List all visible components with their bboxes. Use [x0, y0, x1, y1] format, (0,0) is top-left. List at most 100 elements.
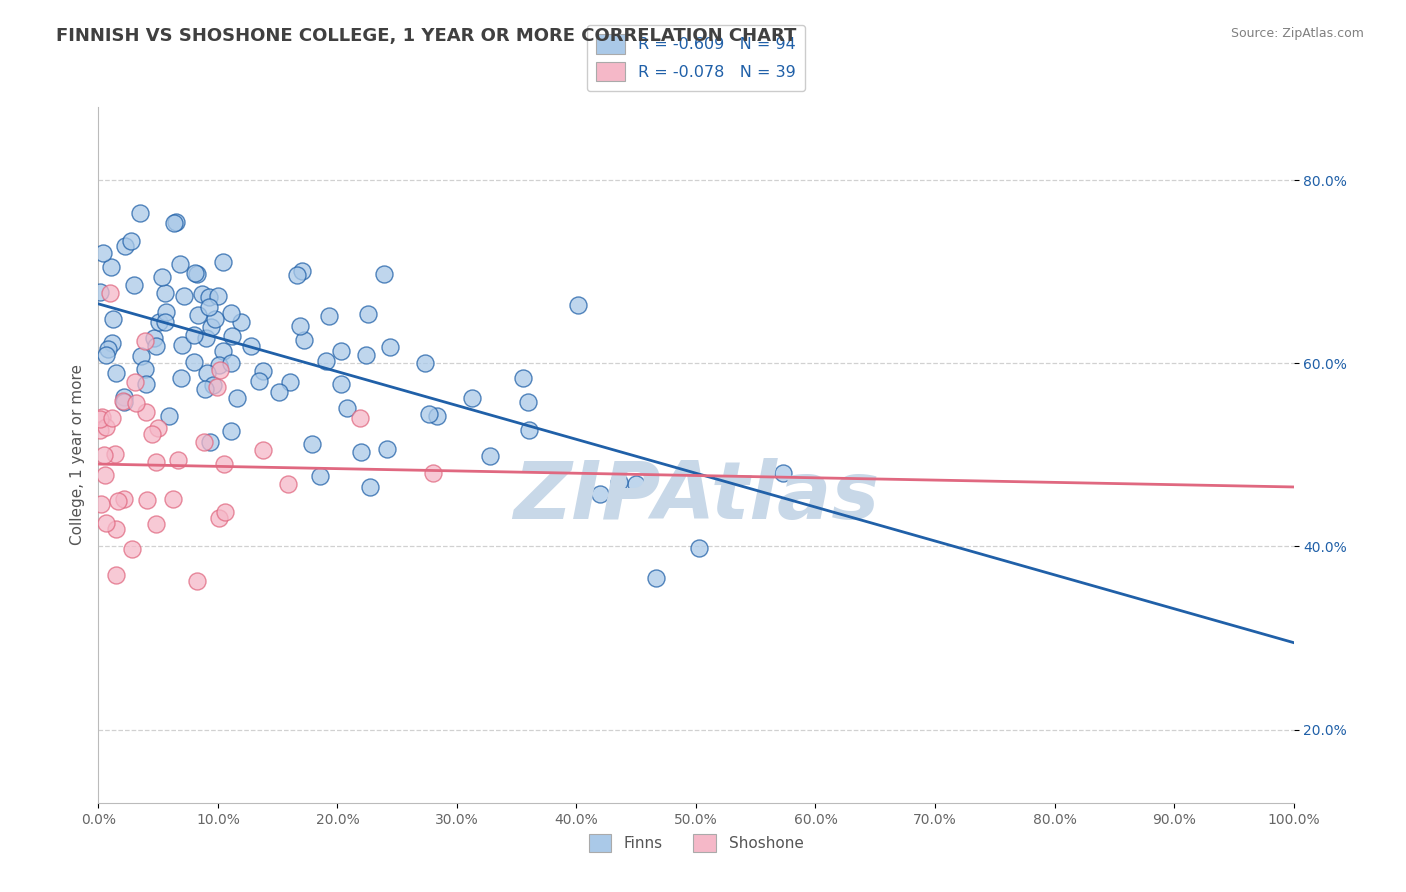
Point	[145, 339, 167, 353]
Point	[89, 412, 111, 426]
Text: ZIPAtlas: ZIPAtlas	[513, 458, 879, 536]
Y-axis label: College, 1 year or more: College, 1 year or more	[69, 365, 84, 545]
Point	[688, 541, 710, 556]
Point	[100, 260, 122, 274]
Point	[170, 337, 193, 351]
Point	[89, 423, 111, 437]
Point	[107, 494, 129, 508]
Point	[183, 266, 205, 280]
Point	[285, 268, 308, 282]
Point	[426, 409, 449, 423]
Point	[100, 410, 122, 425]
Point	[152, 269, 174, 284]
Point	[359, 479, 381, 493]
Point	[204, 312, 226, 326]
Point	[567, 298, 589, 312]
Point	[193, 435, 215, 450]
Point	[104, 447, 127, 461]
Point	[90, 409, 112, 424]
Point	[105, 522, 128, 536]
Point	[205, 379, 228, 393]
Point	[624, 477, 647, 491]
Point	[252, 364, 274, 378]
Point	[112, 393, 135, 408]
Point	[148, 315, 170, 329]
Point	[186, 268, 208, 282]
Point	[135, 377, 157, 392]
Point	[461, 392, 484, 406]
Point	[162, 492, 184, 507]
Point	[186, 574, 208, 588]
Point	[202, 378, 225, 392]
Point	[200, 319, 222, 334]
Point	[349, 410, 371, 425]
Point	[141, 426, 163, 441]
Point	[90, 497, 112, 511]
Point	[512, 370, 534, 384]
Point	[517, 395, 540, 409]
Point	[97, 342, 120, 356]
Point	[93, 448, 115, 462]
Point	[221, 329, 243, 343]
Point	[91, 246, 114, 260]
Point	[607, 475, 630, 489]
Point	[413, 356, 436, 370]
Point	[145, 516, 167, 531]
Point	[125, 396, 148, 410]
Point	[280, 375, 302, 389]
Point	[143, 330, 166, 344]
Point	[214, 505, 236, 519]
Point	[94, 348, 117, 362]
Point	[288, 319, 311, 334]
Point	[195, 366, 218, 380]
Point	[194, 383, 217, 397]
Point	[336, 401, 359, 416]
Point	[292, 333, 315, 347]
Point	[135, 405, 157, 419]
Point	[208, 359, 231, 373]
Text: Source: ZipAtlas.com: Source: ZipAtlas.com	[1230, 27, 1364, 40]
Point	[120, 234, 142, 248]
Point	[101, 335, 124, 350]
Point	[124, 376, 146, 390]
Point	[247, 374, 270, 388]
Point	[163, 216, 186, 230]
Point	[207, 289, 229, 303]
Legend: Finns, Shoshone: Finns, Shoshone	[582, 828, 810, 858]
Point	[136, 493, 159, 508]
Point	[252, 443, 274, 458]
Point	[277, 477, 299, 491]
Point	[208, 511, 231, 525]
Point	[183, 328, 205, 343]
Point	[121, 542, 143, 557]
Point	[167, 453, 190, 467]
Point	[380, 340, 402, 354]
Point	[291, 263, 314, 277]
Point	[478, 449, 501, 463]
Point	[226, 391, 249, 405]
Point	[112, 492, 135, 507]
Point	[517, 424, 540, 438]
Point	[212, 458, 235, 472]
Point	[134, 334, 156, 349]
Point	[198, 300, 221, 314]
Point	[772, 466, 794, 480]
Point	[155, 305, 177, 319]
Point	[153, 315, 176, 329]
Point	[318, 309, 340, 323]
Point	[418, 407, 440, 421]
Point	[94, 468, 117, 483]
Point	[112, 390, 135, 404]
Point	[101, 312, 124, 326]
Point	[330, 377, 353, 392]
Point	[377, 442, 399, 457]
Point	[329, 343, 352, 358]
Point	[114, 239, 136, 253]
Point	[301, 437, 323, 451]
Point	[191, 287, 214, 301]
Point	[219, 424, 242, 438]
Point	[219, 305, 242, 319]
Point	[219, 356, 242, 370]
Point	[122, 277, 145, 292]
Point	[309, 468, 332, 483]
